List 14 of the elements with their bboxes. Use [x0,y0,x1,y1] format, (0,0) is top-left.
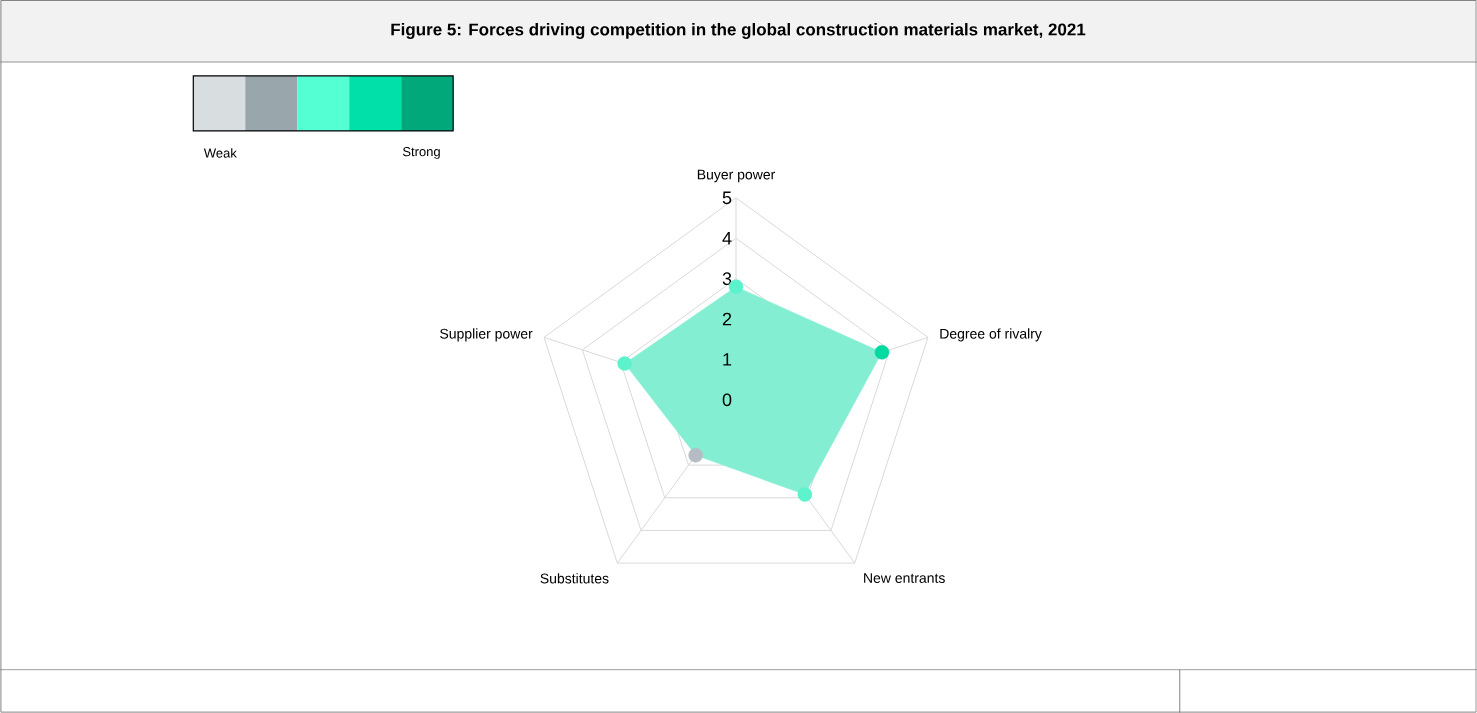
y-tick-label: 1 [723,353,732,366]
y-tick-label: 5 [722,191,732,205]
chart-title: Figure 5: Forces driving competition in the global construction materials market, 2021 [391,23,1086,39]
spoke-label: Buyer power [697,169,776,183]
text: Weak [203,148,237,158]
spoke-label: New entrants [864,573,945,583]
y-tick-label: 2 [722,312,732,326]
spoke-label: Substitutes [540,573,609,584]
text: Strong [402,147,440,159]
spoke-label: Supplier power [440,328,533,342]
y-tick-label: 0 [722,393,732,407]
spoke-label: Degree of rivalry [940,328,1042,342]
y-tick-label: 4 [722,232,732,245]
y-tick-label: 3 [722,272,732,286]
